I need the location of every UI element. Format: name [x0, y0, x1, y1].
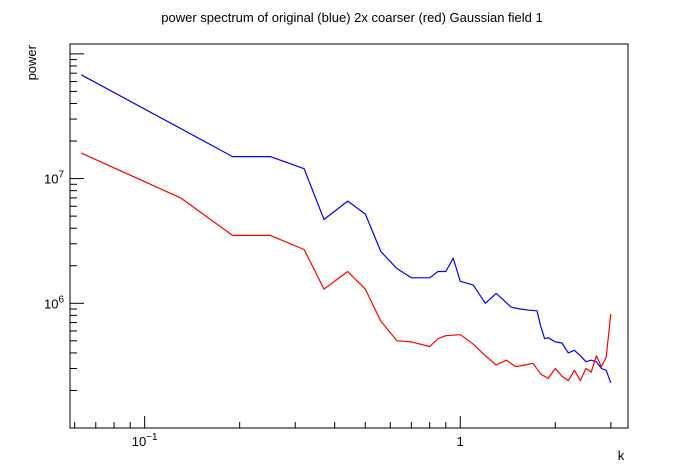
- plot-area-border: [69, 43, 629, 429]
- series-line-2: [81, 152, 612, 382]
- series-line-1: [81, 74, 612, 384]
- y-tick-label: 106: [44, 294, 64, 311]
- x-axis-label: k: [618, 448, 625, 463]
- axis-tick-labels: 10−1 1 106 107: [44, 170, 464, 449]
- y-axis-label: power: [24, 44, 39, 80]
- x-tick-label: 10−1: [132, 432, 158, 449]
- y-tick-label: 107: [44, 170, 64, 187]
- chart-title: power spectrum of original (blue) 2x coa…: [161, 10, 543, 25]
- data-series: [81, 74, 612, 384]
- x-tick-label: 1: [457, 434, 464, 449]
- axis-ticks: [70, 53, 612, 429]
- plot-frame: [69, 43, 629, 429]
